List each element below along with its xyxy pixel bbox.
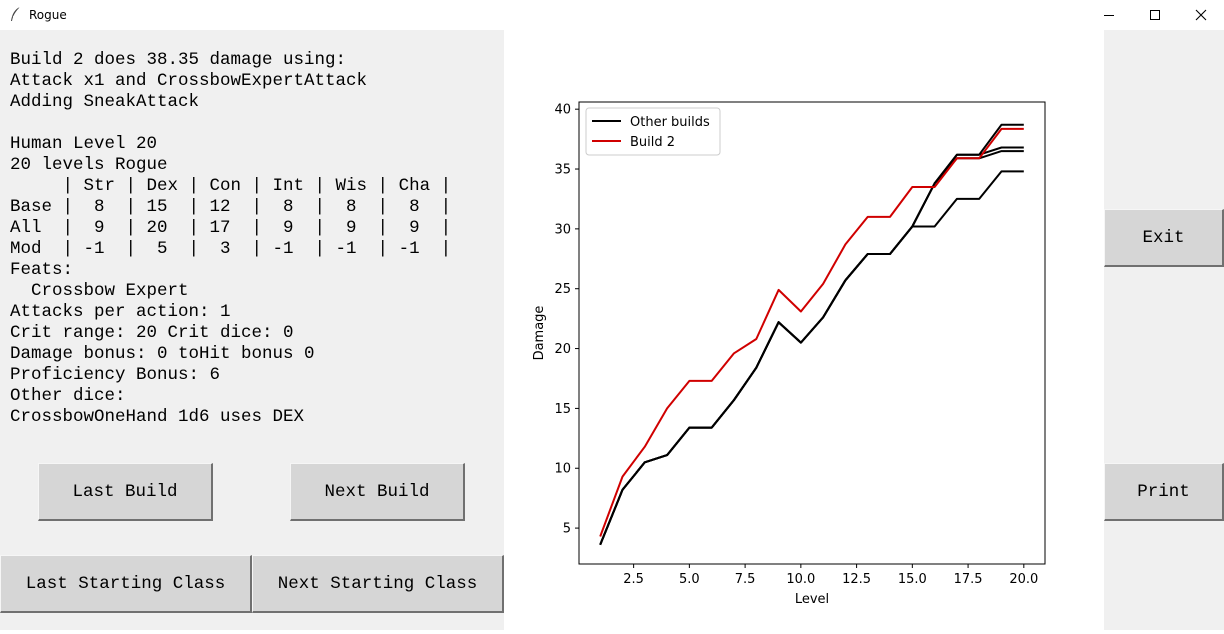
- exit-button[interactable]: Exit: [1104, 209, 1224, 267]
- x-tick-label: 10.0: [786, 572, 815, 587]
- x-tick-label: 12.5: [842, 572, 871, 587]
- info-line: | Str | Dex | Con | Int | Wis | Cha |: [10, 176, 452, 196]
- x-axis-label: Level: [795, 592, 829, 607]
- print-button[interactable]: Print: [1104, 463, 1224, 521]
- side-controls: Exit Print: [1104, 30, 1224, 630]
- y-tick-label: 40: [554, 103, 571, 118]
- x-tick-label: 5.0: [679, 572, 700, 587]
- x-tick-label: 2.5: [623, 572, 644, 587]
- y-axis-label: Damage: [532, 306, 547, 361]
- info-line: Proficiency Bonus: 6: [10, 365, 221, 385]
- info-line: Base | 8 | 15 | 12 | 8 | 8 | 8 |: [10, 197, 452, 217]
- next-starting-class-button[interactable]: Next Starting Class: [252, 555, 504, 613]
- legend-label: Build 2: [630, 135, 675, 150]
- minimize-button[interactable]: [1086, 0, 1132, 30]
- window-title: Rogue: [29, 8, 67, 22]
- x-tick-label: 17.5: [954, 572, 983, 587]
- chart-legend: Other builds Build 2: [585, 107, 721, 156]
- y-tick-label: 25: [554, 282, 571, 297]
- info-line: 20 levels Rogue: [10, 155, 168, 175]
- damage-chart: 2.5 5.0 7.5 10.0 12.5 15.0 17.5 20.0 5 10 15 20 25 30…: [504, 30, 1104, 630]
- minimize-icon: [1104, 15, 1114, 16]
- info-line: Crossbow Expert: [10, 281, 189, 301]
- y-tick-label: 15: [554, 402, 571, 417]
- info-line: Attacks per action: 1: [10, 302, 231, 322]
- y-tick-label: 30: [554, 222, 571, 237]
- info-line: Crit range: 20 Crit dice: 0: [10, 323, 294, 343]
- build-summary-text: Build 2 does 38.35 damage using: Attack x…: [10, 50, 451, 428]
- close-button[interactable]: [1178, 0, 1224, 30]
- plot-frame: [578, 101, 1046, 565]
- last-build-button[interactable]: Last Build: [38, 463, 213, 521]
- build-info-panel: Build 2 does 38.35 damage using: Attack x…: [0, 30, 504, 630]
- legend-label: Other builds: [630, 115, 710, 130]
- next-build-button[interactable]: Next Build: [290, 463, 465, 521]
- y-tick-label: 35: [554, 163, 571, 178]
- info-line: All | 9 | 20 | 17 | 9 | 9 | 9 |: [10, 218, 452, 238]
- legend-box: [585, 107, 721, 156]
- y-tick-label: 20: [554, 342, 571, 357]
- damage-chart-svg: 2.5 5.0 7.5 10.0 12.5 15.0 17.5 20.0 5 10 15 20 25 30…: [532, 101, 1046, 607]
- info-line: Feats:: [10, 260, 74, 280]
- info-line: CrossbowOneHand 1d6 uses DEX: [10, 407, 305, 427]
- info-line: Adding SneakAttack: [10, 92, 200, 112]
- y-tick-label: 10: [554, 462, 571, 477]
- info-line: Build 2 does 38.35 damage using:: [10, 50, 347, 70]
- series-line-4: [599, 123, 1024, 546]
- info-line: Mod | -1 | 5 | 3 | -1 | -1 | -1 |: [10, 239, 452, 259]
- maximize-button[interactable]: [1132, 0, 1178, 30]
- info-line: Other dice:: [10, 386, 126, 406]
- info-line: [10, 113, 451, 134]
- x-tick-label: 15.0: [898, 572, 927, 587]
- x-tick-label: 20.0: [1009, 572, 1038, 587]
- series-line-5: [599, 127, 1024, 537]
- close-icon: [1195, 9, 1207, 21]
- info-line: Attack x1 and CrossbowExpertAttack: [10, 71, 368, 91]
- maximize-icon: [1150, 10, 1160, 20]
- feather-icon: [11, 6, 21, 21]
- last-starting-class-button[interactable]: Last Starting Class: [0, 555, 252, 613]
- y-tick-label: 5: [563, 522, 571, 537]
- info-line: Damage bonus: 0 toHit bonus 0: [10, 344, 315, 364]
- x-tick-label: 7.5: [735, 572, 756, 587]
- title-bar: Rogue: [0, 0, 1224, 30]
- info-line: Human Level 20: [10, 134, 158, 154]
